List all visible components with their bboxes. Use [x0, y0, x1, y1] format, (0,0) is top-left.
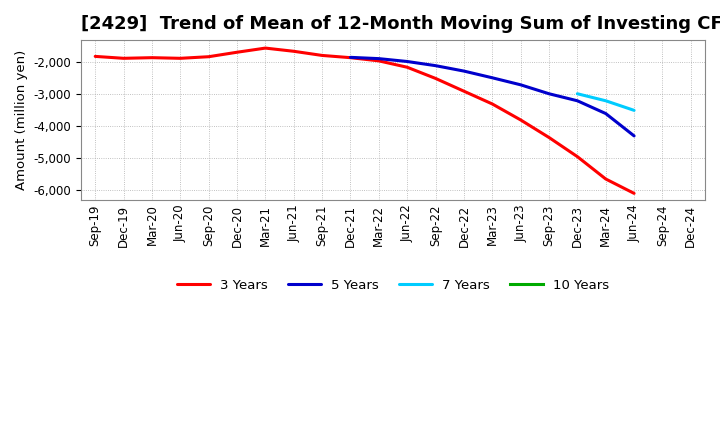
3 Years — [148, 55, 156, 60]
3 Years — [459, 88, 468, 94]
Line: 5 Years: 5 Years — [351, 57, 634, 136]
3 Years — [630, 191, 639, 196]
3 Years — [573, 154, 582, 159]
3 Years — [289, 49, 298, 54]
3 Years — [403, 65, 412, 70]
5 Years — [601, 111, 610, 116]
3 Years — [374, 58, 383, 63]
3 Years — [431, 76, 440, 81]
5 Years — [573, 98, 582, 103]
Y-axis label: Amount (million yen): Amount (million yen) — [15, 50, 28, 190]
5 Years — [431, 63, 440, 68]
3 Years — [601, 176, 610, 182]
3 Years — [318, 53, 326, 58]
5 Years — [488, 75, 497, 81]
3 Years — [204, 54, 213, 59]
3 Years — [488, 101, 497, 106]
3 Years — [516, 117, 525, 123]
Legend: 3 Years, 5 Years, 7 Years, 10 Years: 3 Years, 5 Years, 7 Years, 10 Years — [171, 273, 615, 297]
5 Years — [459, 69, 468, 74]
3 Years — [233, 50, 241, 55]
7 Years — [630, 108, 639, 113]
3 Years — [120, 56, 128, 61]
Text: [2429]  Trend of Mean of 12-Month Moving Sum of Investing CF: [2429] Trend of Mean of 12-Month Moving … — [81, 15, 720, 33]
5 Years — [630, 133, 639, 139]
7 Years — [573, 91, 582, 96]
3 Years — [176, 56, 184, 61]
5 Years — [545, 91, 554, 96]
3 Years — [545, 135, 554, 140]
5 Years — [403, 59, 412, 64]
5 Years — [346, 55, 355, 60]
Line: 3 Years: 3 Years — [95, 48, 634, 193]
3 Years — [261, 45, 270, 51]
Line: 7 Years: 7 Years — [577, 94, 634, 110]
5 Years — [516, 82, 525, 88]
5 Years — [374, 56, 383, 61]
3 Years — [91, 54, 99, 59]
3 Years — [346, 55, 355, 60]
7 Years — [601, 98, 610, 103]
